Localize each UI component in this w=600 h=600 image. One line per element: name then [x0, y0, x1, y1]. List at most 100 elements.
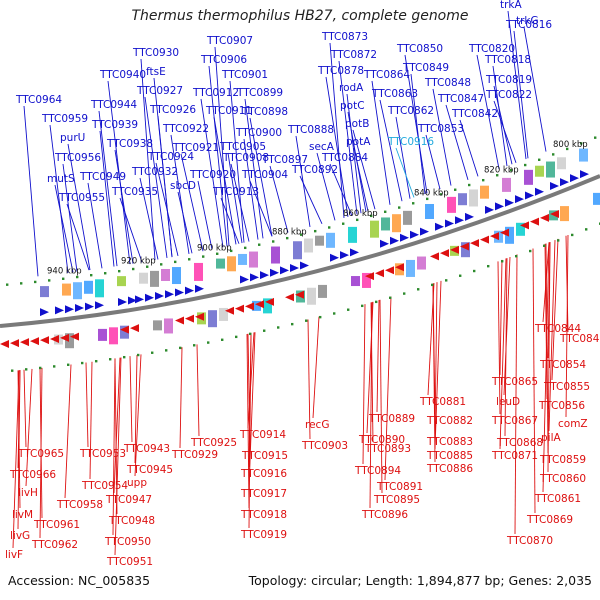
leader-line	[497, 261, 501, 415]
leader-line	[220, 197, 240, 244]
gene-arrow	[460, 242, 469, 251]
ruler-dot	[571, 233, 574, 237]
gene-arrow	[505, 198, 514, 207]
gene-label: TTC0935	[111, 186, 158, 198]
gene-label: TTC0890	[358, 434, 405, 446]
leader-line	[312, 316, 320, 419]
gene-label: TTC0913	[212, 186, 259, 198]
gene-arrow	[70, 332, 79, 341]
gene-label: TTC0901	[221, 69, 268, 81]
leader-line	[434, 280, 442, 450]
leader-line	[513, 30, 529, 159]
ruler-dot	[244, 246, 247, 250]
gene-arrow	[485, 205, 494, 214]
leader-line	[249, 180, 273, 237]
ruler-dot	[487, 264, 490, 268]
feature-box	[252, 300, 261, 311]
gene-label: TTC0847	[437, 93, 484, 105]
feature-box	[516, 222, 525, 236]
ruler-dot	[529, 249, 532, 253]
gene-arrow	[295, 290, 304, 299]
gene-arrow	[515, 195, 524, 204]
ruler-dot	[67, 363, 70, 366]
gene-arrow	[530, 217, 539, 226]
ruler-dot	[109, 358, 112, 361]
feature-box	[293, 241, 302, 260]
ruler-dot	[515, 254, 518, 258]
genome-summary: Topology: circular; Length: 1,894,877 bp…	[248, 573, 592, 588]
leader-line	[244, 98, 264, 239]
gene-arrow	[135, 295, 144, 304]
feature-box	[150, 270, 159, 287]
gene-label: TTC0954	[81, 480, 128, 492]
feature-box	[153, 320, 162, 331]
gene-arrow	[520, 221, 529, 230]
gene-label: TTC0819	[485, 74, 532, 86]
ruler-dot	[347, 308, 350, 311]
gene-label: TTC0860	[539, 473, 586, 485]
leader-line	[23, 105, 39, 277]
gene-arrow	[30, 337, 39, 346]
leader-line	[64, 364, 72, 499]
gene-arrow	[265, 297, 274, 306]
gene-label: TTC0939	[91, 119, 138, 131]
leader-line	[410, 73, 426, 195]
leader-line	[62, 163, 78, 272]
genome-title: Thermus thermophilus HB27, complete geno…	[131, 8, 469, 24]
gene-arrow	[185, 286, 194, 295]
gene-arrow	[410, 230, 419, 239]
feature-box	[263, 298, 272, 314]
gene-arrow	[245, 302, 254, 311]
gene-arrow	[560, 178, 569, 187]
gene-arrow	[40, 336, 49, 345]
gene-arrow	[365, 272, 374, 281]
ruler-dot	[398, 206, 401, 209]
feature-box	[579, 148, 588, 162]
accession-label: Accession: NC_005835	[8, 573, 151, 588]
feature-box	[249, 251, 258, 268]
gene-label: TTC0895	[373, 494, 420, 506]
ruler-dot	[580, 142, 583, 145]
gene-label: TTC0916	[387, 136, 434, 148]
gene-arrow	[550, 181, 559, 190]
gene-arrow	[465, 212, 474, 221]
gene-label: TTC0891	[376, 481, 423, 493]
ruler-dot	[501, 260, 504, 263]
gene-label: TTC0882	[426, 415, 473, 427]
gene-arrow	[375, 269, 384, 278]
feature-box	[161, 268, 170, 281]
gene-arrow	[500, 228, 509, 237]
feature-box	[304, 238, 313, 253]
feature-box	[524, 169, 533, 185]
ruler-dot	[249, 332, 252, 336]
leader-line	[384, 296, 392, 481]
leader-line	[295, 135, 311, 228]
feature-box	[227, 256, 236, 272]
feature-box	[216, 258, 225, 269]
ruler-dot	[459, 274, 462, 277]
gene-label: TTC0938	[106, 138, 153, 150]
ruler-dot	[62, 277, 65, 280]
ruler-dot	[188, 258, 191, 261]
ruler-dot	[230, 249, 233, 253]
leader-line	[395, 116, 411, 199]
ruler-dot	[207, 341, 210, 344]
leader-line	[551, 238, 559, 381]
ruler-dot	[76, 275, 79, 279]
gene-arrow	[185, 314, 194, 323]
ruler-dot	[431, 283, 434, 287]
leader-line	[180, 153, 204, 252]
leader-line	[129, 356, 133, 443]
gene-arrow	[225, 306, 234, 315]
leader-line	[113, 357, 121, 494]
leader-line	[329, 42, 345, 219]
gene-label: TTC0908	[222, 152, 269, 164]
gene-label: TTC0916	[240, 468, 287, 480]
ruler-dot	[445, 279, 448, 282]
gene-arrow	[380, 239, 389, 248]
gene-label: TTC0869	[526, 514, 573, 526]
leader-line	[493, 100, 517, 163]
feature-box	[117, 276, 126, 287]
ruler-dot	[235, 335, 238, 339]
gene-label: TTC0920	[189, 169, 236, 181]
